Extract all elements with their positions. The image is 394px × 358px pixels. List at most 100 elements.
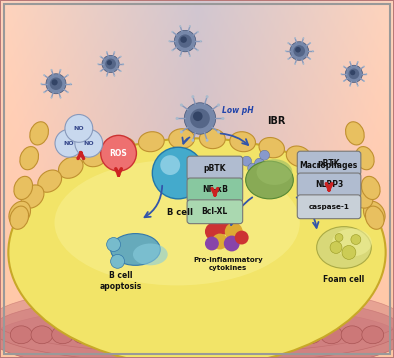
Circle shape [75,129,103,157]
FancyBboxPatch shape [187,178,243,202]
Circle shape [106,51,108,53]
Circle shape [46,74,66,94]
Circle shape [206,139,208,142]
Circle shape [100,56,101,57]
Circle shape [285,50,286,52]
Circle shape [221,117,225,120]
Circle shape [330,242,342,253]
Ellipse shape [114,326,136,344]
Circle shape [345,65,362,82]
FancyBboxPatch shape [187,156,243,180]
Circle shape [175,117,178,120]
Circle shape [290,42,309,60]
Ellipse shape [364,201,385,226]
Circle shape [100,71,101,72]
Ellipse shape [286,146,311,167]
Ellipse shape [333,170,356,192]
Circle shape [248,163,258,173]
Circle shape [180,103,183,107]
Text: Pro-inflammatory
cytokines: Pro-inflammatory cytokines [193,257,263,271]
Circle shape [217,103,220,107]
Ellipse shape [111,233,160,265]
Circle shape [294,63,296,65]
Ellipse shape [355,146,374,170]
Ellipse shape [362,326,384,344]
Circle shape [335,233,343,242]
Circle shape [235,231,249,245]
Circle shape [349,85,351,87]
Ellipse shape [300,326,322,344]
Ellipse shape [279,326,301,344]
FancyBboxPatch shape [297,173,361,197]
Circle shape [191,139,194,142]
Text: pBTK: pBTK [204,164,226,173]
Ellipse shape [259,137,284,158]
Circle shape [189,25,191,27]
Ellipse shape [133,243,168,265]
Circle shape [70,83,72,85]
Circle shape [105,59,116,69]
Circle shape [65,115,93,142]
Circle shape [217,221,231,234]
Ellipse shape [31,326,53,344]
Circle shape [342,246,356,260]
Ellipse shape [311,157,336,178]
Ellipse shape [346,122,364,145]
Circle shape [206,95,208,98]
Circle shape [50,69,52,71]
Circle shape [349,61,351,63]
Circle shape [113,51,115,53]
Ellipse shape [134,326,156,344]
Circle shape [59,69,61,71]
Ellipse shape [30,122,48,145]
Circle shape [303,63,305,65]
Circle shape [242,156,252,166]
Circle shape [180,36,187,43]
Ellipse shape [58,157,83,178]
Circle shape [107,60,112,65]
Ellipse shape [217,326,239,344]
Circle shape [52,79,58,86]
FancyBboxPatch shape [297,151,361,175]
Circle shape [50,77,62,90]
Ellipse shape [365,206,384,229]
Circle shape [349,68,359,79]
Ellipse shape [341,326,363,344]
Ellipse shape [350,185,373,208]
Ellipse shape [10,326,32,344]
Ellipse shape [110,137,135,158]
Circle shape [212,233,228,250]
Circle shape [250,168,260,178]
Ellipse shape [14,176,33,199]
Circle shape [357,85,359,87]
Ellipse shape [176,326,197,344]
Ellipse shape [155,326,177,344]
Circle shape [179,55,181,57]
Circle shape [197,31,199,33]
Ellipse shape [8,138,386,358]
Ellipse shape [317,227,371,268]
Ellipse shape [245,161,293,199]
Circle shape [122,63,124,65]
Ellipse shape [238,326,260,344]
Circle shape [190,108,210,128]
Ellipse shape [52,326,74,344]
Circle shape [363,80,365,82]
Circle shape [340,73,342,75]
Circle shape [193,111,203,121]
Circle shape [343,66,345,67]
Text: B cell: B cell [167,208,193,217]
Ellipse shape [54,160,300,285]
Circle shape [309,58,311,60]
Circle shape [41,83,43,85]
Text: NLRP3: NLRP3 [315,180,343,189]
Circle shape [366,73,367,75]
Ellipse shape [20,146,39,170]
Circle shape [120,56,122,57]
Circle shape [303,37,305,39]
Circle shape [287,58,289,60]
Ellipse shape [38,170,61,192]
Text: ROS: ROS [110,149,127,158]
Circle shape [197,49,199,51]
Ellipse shape [230,132,255,152]
